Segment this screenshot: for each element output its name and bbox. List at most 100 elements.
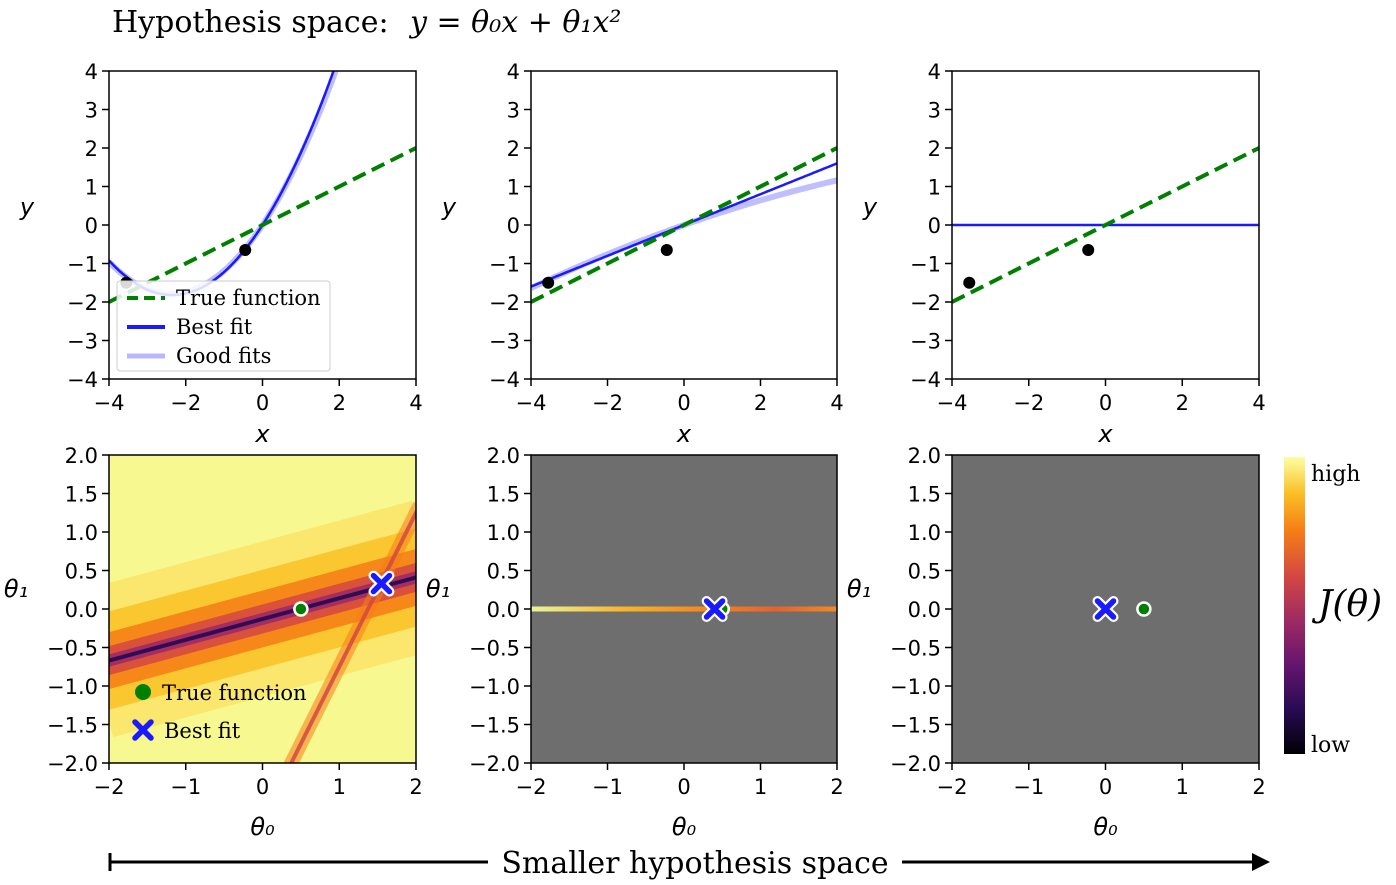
- true-function-marker: [293, 601, 309, 617]
- y-tick-label: 0: [507, 214, 520, 238]
- colorbar-high-label: high: [1311, 462, 1360, 487]
- x-axis-label: x: [1097, 420, 1113, 448]
- y-axis-label: y: [19, 193, 35, 221]
- footer-label: Smaller hypothesis space: [501, 846, 888, 881]
- y-tick-label: −1.5: [469, 714, 520, 738]
- x-axis-label: θ₀: [1093, 813, 1118, 841]
- y-tick-label: −4: [67, 368, 98, 392]
- best-fit-line: [109, 71, 335, 297]
- y-tick-label: −1.5: [890, 714, 941, 738]
- x-tick-label: 1: [333, 775, 346, 799]
- plot-area: [952, 146, 1259, 304]
- y-tick-label: 2.0: [908, 444, 941, 468]
- legend-entry: True function: [176, 286, 321, 310]
- x-tick-label: −4: [94, 391, 125, 415]
- y-tick-label: 1.0: [908, 521, 941, 545]
- y-axis-label: θ₁: [4, 575, 28, 603]
- x-tick-label: −2: [516, 775, 547, 799]
- y-tick-label: 2.0: [65, 444, 98, 468]
- x-tick-label: 4: [1252, 391, 1265, 415]
- x-tick-label: 2: [333, 391, 346, 415]
- y-tick-label: −1.0: [469, 675, 520, 699]
- y-tick-label: −1: [910, 253, 941, 277]
- y-tick-label: −4: [489, 368, 520, 392]
- data-point: [963, 276, 976, 289]
- x-tick-label: −2: [170, 391, 201, 415]
- y-tick-label: 1: [507, 176, 520, 200]
- y-tick-label: −4: [910, 368, 941, 392]
- x-tick-label: −1: [592, 775, 623, 799]
- y-axis-label: θ₁: [847, 575, 871, 603]
- y-tick-label: −0.5: [890, 637, 941, 661]
- x-tick-label: 1: [754, 775, 767, 799]
- y-tick-label: −0.5: [47, 637, 98, 661]
- line-panel-top-middle: −4 −2 0 2 4 4 3 2 1 0 −1 −2 −3 −4 x y: [441, 60, 844, 448]
- colorbar: [1284, 457, 1305, 754]
- y-tick-label: 0: [85, 214, 98, 238]
- legend-entry: Best fit: [164, 719, 241, 743]
- x-tick-label: 0: [677, 391, 690, 415]
- heatmap-area: [109, 455, 416, 763]
- plot-frame: [108, 454, 417, 764]
- x-tick-label: 2: [754, 391, 767, 415]
- best-fit-marker: [370, 572, 393, 595]
- title-prefix: Hypothesis space:: [112, 5, 389, 40]
- legend-entry: Best fit: [176, 315, 253, 339]
- y-axis-label: θ₁: [426, 575, 450, 603]
- legend-entry: Good fits: [176, 344, 271, 368]
- true-function-marker: [1136, 601, 1152, 617]
- y-tick-label: 2: [928, 137, 941, 161]
- plot-frame: [951, 70, 1260, 380]
- data-point: [1082, 244, 1095, 257]
- footer-arrow-head: [1252, 853, 1270, 871]
- heatmap-area: [531, 455, 837, 763]
- data-point: [660, 244, 673, 257]
- x-tick-label: 0: [256, 391, 269, 415]
- y-tick-label: −3: [67, 330, 98, 354]
- true-function-line: [531, 146, 837, 304]
- x-axis-label: θ₀: [672, 813, 697, 841]
- y-tick-label: 0.0: [908, 598, 941, 622]
- x-tick-label: 0: [1099, 775, 1112, 799]
- colorbar-low-label: low: [1311, 733, 1350, 758]
- x-tick-label: −1: [170, 775, 201, 799]
- plot-area: [531, 146, 837, 304]
- y-tick-label: −1: [489, 253, 520, 277]
- plot-area: [109, 71, 416, 304]
- y-axis-label: y: [441, 193, 457, 221]
- y-tick-label: −3: [910, 330, 941, 354]
- y-tick-label: −1.0: [890, 675, 941, 699]
- y-tick-label: 2: [85, 137, 98, 161]
- y-tick-label: −1.0: [47, 675, 98, 699]
- heatmap-panel-bottom-middle: −2 −1 0 1 2 2.0 1.5 1.0 0.5 0.0 −0.5 −1.0 −1.5 −2.0 θ₀…: [426, 444, 844, 841]
- heatmap-panel-bottom-left: −2 −1 0 1 2 2.0 1.5 1.0 0.5 0.0 −0.5 −1.0 −1.5 −2.0 θ₀…: [4, 444, 423, 841]
- best-fit-marker: [1094, 598, 1117, 620]
- good-fits-band: [109, 71, 339, 297]
- legend: True function Best fit: [132, 681, 307, 743]
- x-tick-label: 0: [677, 775, 690, 799]
- heatmap-steep-valley: [289, 508, 416, 763]
- y-tick-label: −2: [910, 291, 941, 315]
- x-tick-label: 0: [256, 775, 269, 799]
- y-tick-label: −2.0: [469, 752, 520, 776]
- x-tick-label: −2: [937, 775, 968, 799]
- y-tick-label: 1: [928, 176, 941, 200]
- y-tick-label: 3: [85, 99, 98, 123]
- x-tick-label: 1: [1176, 775, 1189, 799]
- legend-entry: True function: [162, 681, 307, 705]
- plot-frame: [108, 70, 417, 380]
- y-tick-label: −2: [67, 291, 98, 315]
- title-equation: y = θ₀x + θ₁x²: [408, 5, 621, 40]
- x-axis-label: x: [676, 420, 692, 448]
- legend-true-function-swatch: [135, 684, 151, 700]
- legend-box: [116, 280, 331, 372]
- y-tick-label: 0: [928, 214, 941, 238]
- x-tick-label: 2: [1176, 391, 1189, 415]
- y-tick-label: 4: [507, 60, 520, 84]
- colorbar-title: J(θ): [1311, 584, 1382, 625]
- y-tick-label: 1.0: [487, 521, 520, 545]
- y-tick-label: 0.5: [908, 560, 941, 584]
- y-tick-label: −0.5: [469, 637, 520, 661]
- y-tick-label: −2: [489, 291, 520, 315]
